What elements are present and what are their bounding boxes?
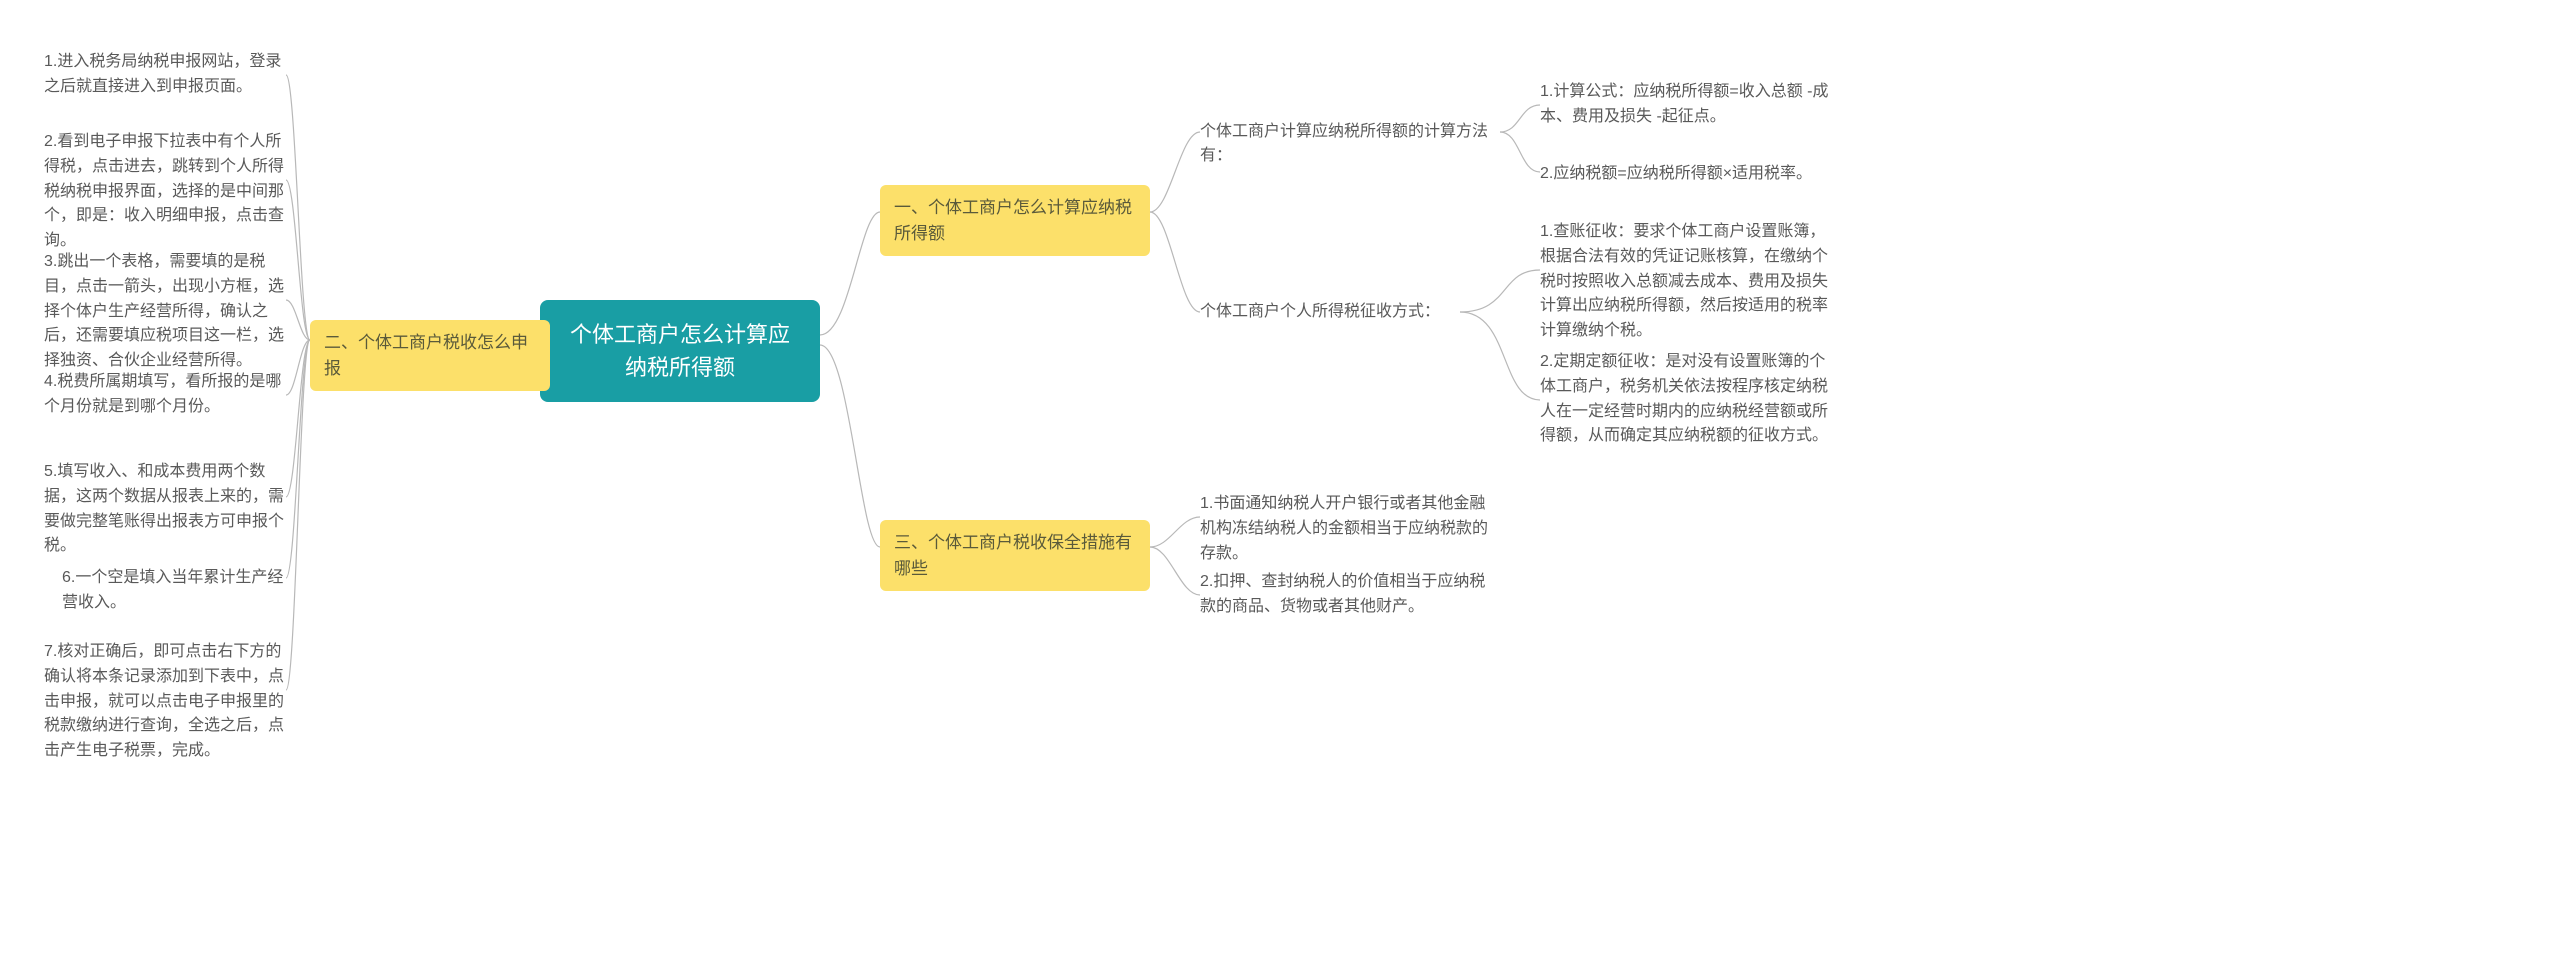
branch-2: 二、个体工商户税收怎么申报 <box>310 320 550 391</box>
b3-item-0: 1.书面通知纳税人开户银行或者其他金融机构冻结纳税人的金额相当于应纳税款的存款。 <box>1200 492 1500 566</box>
branch-1: 一、个体工商户怎么计算应纳税所得额 <box>880 185 1150 256</box>
b3-item-1: 2.扣押、查封纳税人的价值相当于应纳税款的商品、货物或者其他财产。 <box>1200 570 1500 620</box>
b2-item-4: 5.填写收入、和成本费用两个数据，这两个数据从报表上来的，需要做完整笔账得出报表… <box>44 460 284 559</box>
branch-3-text: 三、个体工商户税收保全措施有哪些 <box>894 533 1132 578</box>
b2-item-2: 3.跳出一个表格，需要填的是税目，点击一箭头，出现小方框，选择个体户生产经营所得… <box>44 250 284 374</box>
b2-item-5: 6.一个空是填入当年累计生产经营收入。 <box>62 566 288 616</box>
b1-sub2-label: 个体工商户个人所得税征收方式： <box>1200 300 1460 324</box>
branch-1-text: 一、个体工商户怎么计算应纳税所得额 <box>894 198 1132 243</box>
root-text: 个体工商户怎么计算应纳税所得额 <box>570 322 790 380</box>
b1-sub1-item-0: 1.计算公式：应纳税所得额=收入总额 -成本、费用及损失 -起征点。 <box>1540 80 1830 130</box>
b2-item-1: 2.看到电子申报下拉表中有个人所得税，点击进去，跳转到个人所得税纳税申报界面，选… <box>44 130 284 254</box>
branch-3: 三、个体工商户税收保全措施有哪些 <box>880 520 1150 591</box>
branch-2-text: 二、个体工商户税收怎么申报 <box>324 333 528 378</box>
b2-item-6: 7.核对正确后，即可点击右下方的确认将本条记录添加到下表中，点击申报，就可以点击… <box>44 640 284 764</box>
b1-sub2-item-1: 2.定期定额征收：是对没有设置账簿的个体工商户，税务机关依法按程序核定纳税人在一… <box>1540 350 1840 449</box>
root-node: 个体工商户怎么计算应纳税所得额 <box>540 300 820 402</box>
b1-sub1-label: 个体工商户计算应纳税所得额的计算方法有： <box>1200 120 1500 168</box>
b1-sub1-item-1: 2.应纳税额=应纳税所得额×适用税率。 <box>1540 162 1830 187</box>
b2-item-0: 1.进入税务局纳税申报网站，登录之后就直接进入到申报页面。 <box>44 50 284 100</box>
b1-sub2-item-0: 1.查账征收：要求个体工商户设置账簿，根据合法有效的凭证记账核算，在缴纳个税时按… <box>1540 220 1840 344</box>
b2-item-3: 4.税费所属期填写，看所报的是哪个月份就是到哪个月份。 <box>44 370 284 420</box>
